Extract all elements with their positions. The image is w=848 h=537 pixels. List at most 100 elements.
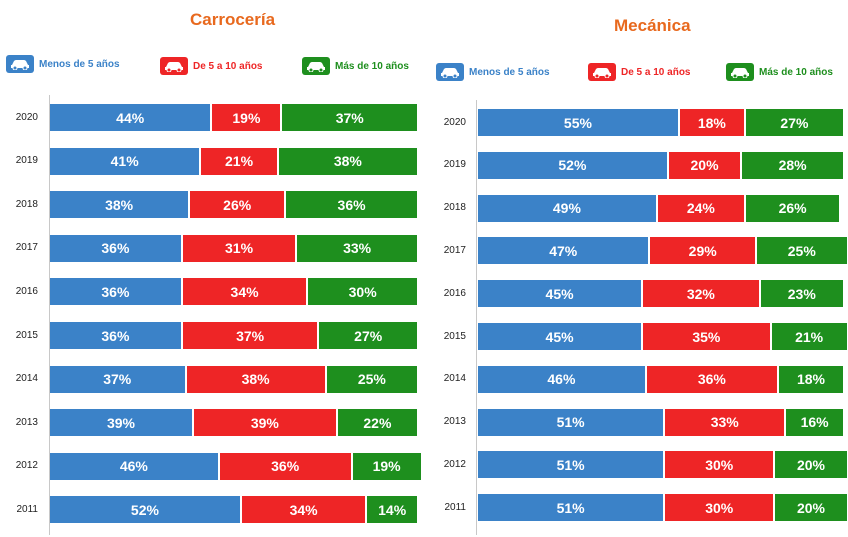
data-label: 30% (705, 499, 734, 516)
legend-label: De 5 a 10 años (193, 60, 263, 72)
bar-segment-menos: 39% (50, 409, 192, 437)
bar-segment-de5a10: 26% (190, 191, 285, 219)
tick-label-year: 2011 (444, 501, 466, 513)
bar-segment-de5a10: 36% (219, 452, 351, 480)
bar-segment-mas10: 27% (745, 109, 843, 136)
bar-segment-menos: 44% (50, 104, 211, 131)
bar-segment-mas10: 27% (319, 322, 417, 349)
data-label: 23% (787, 285, 816, 302)
car-icon (160, 57, 188, 75)
data-label: 16% (800, 414, 829, 431)
data-label: 20% (796, 456, 825, 473)
tick-label-year: 2018 (15, 198, 38, 210)
data-label: 55% (563, 114, 592, 131)
bar-segment-menos: 45% (478, 323, 642, 350)
tick-label-year: 2019 (15, 155, 38, 167)
bar-segment-mas10: 37% (282, 104, 417, 131)
data-label: 31% (225, 240, 254, 257)
legend-label: Menos de 5 años (469, 66, 550, 78)
data-label: 46% (547, 371, 576, 388)
bar-segment-de5a10: 39% (193, 409, 336, 437)
bar-segment-menos: 51% (478, 408, 664, 436)
data-label: 38% (105, 196, 134, 213)
bar-segment-de5a10: 19% (212, 104, 281, 131)
data-label: 30% (348, 283, 377, 300)
data-label: 20% (690, 157, 719, 174)
bar-segment-mas10: 33% (297, 234, 417, 262)
data-label: 34% (230, 283, 259, 300)
data-label: 44% (116, 109, 145, 126)
data-label: 36% (101, 240, 130, 257)
data-label: 36% (271, 458, 300, 475)
bar-segment-mas10: 25% (756, 237, 847, 265)
data-label: 52% (130, 501, 159, 518)
bar-segment-de5a10: 34% (182, 278, 307, 306)
bar-segment-menos: 51% (478, 451, 664, 479)
tick-label-year: 2020 (443, 116, 466, 128)
data-label: 18% (697, 114, 726, 131)
data-label: 45% (545, 285, 574, 302)
bar-segment-de5a10: 30% (665, 451, 774, 479)
bar-segment-de5a10: 35% (643, 323, 770, 350)
bar-segment-mas10: 21% (771, 323, 847, 350)
bar-segment-mas10: 28% (742, 151, 843, 179)
data-label: 47% (549, 242, 578, 259)
data-label: 34% (289, 501, 318, 518)
bar-segment-menos: 49% (478, 194, 656, 222)
data-label: 39% (106, 414, 135, 431)
legend-label: Menos de 5 años (39, 58, 120, 70)
data-label: 46% (119, 458, 148, 475)
data-label: 36% (101, 283, 130, 300)
tick-label-year: 2014 (443, 373, 466, 385)
bar-segment-menos: 36% (50, 278, 181, 306)
car-icon (6, 55, 34, 73)
data-label: 37% (236, 327, 265, 344)
bar-segment-de5a10: 24% (657, 194, 744, 222)
bar-segment-mas10: 36% (286, 191, 417, 219)
bar-segment-mas10: 38% (278, 147, 417, 175)
data-label: 33% (710, 414, 739, 431)
data-label: 33% (343, 240, 372, 257)
data-label: 51% (556, 414, 585, 431)
bar-segment-menos: 52% (478, 151, 667, 179)
tick-label-year: 2015 (15, 329, 38, 341)
data-label: 52% (558, 157, 587, 174)
data-label: 25% (357, 371, 386, 388)
y-axis-line (49, 95, 50, 535)
bar-segment-menos: 38% (50, 191, 189, 219)
bar-segment-menos: 36% (50, 322, 181, 349)
bar-segment-menos: 51% (478, 494, 664, 522)
data-label: 32% (686, 285, 715, 302)
bar-segment-mas10: 19% (352, 452, 421, 480)
data-label: 39% (250, 414, 279, 431)
bar-segment-de5a10: 29% (650, 237, 755, 265)
legend-item-menos: Menos de 5 años (6, 55, 120, 73)
chart-mecanica: Mecánica Menos de 5 años De 5 a 10 años … (430, 0, 848, 537)
tick-label-year: 2015 (443, 330, 466, 342)
data-label: 38% (241, 371, 270, 388)
data-label: 36% (697, 371, 726, 388)
tick-label-year: 2012 (443, 458, 466, 470)
data-label: 38% (333, 153, 362, 170)
data-label: 26% (778, 200, 807, 217)
data-label: 37% (335, 109, 364, 126)
data-label: 27% (780, 114, 809, 131)
data-label: 36% (101, 327, 130, 344)
chart-title: Carrocería (190, 10, 276, 29)
data-label: 41% (110, 153, 139, 170)
data-label: 36% (337, 196, 366, 213)
chart-title: Mecánica (614, 16, 691, 35)
data-label: 29% (688, 242, 717, 259)
bar-segment-mas10: 16% (786, 408, 843, 436)
data-label: 27% (354, 327, 383, 344)
bar-segment-mas10: 14% (367, 496, 417, 524)
bar-segment-menos: 52% (50, 496, 240, 524)
data-label: 14% (378, 501, 407, 518)
bar-segment-de5a10: 30% (665, 494, 774, 522)
data-label: 35% (692, 328, 721, 345)
y-axis-line (476, 100, 477, 535)
tick-label-year: 2018 (443, 202, 466, 214)
data-label: 49% (552, 200, 581, 217)
legend-label: Más de 10 años (335, 60, 409, 72)
bar-segment-de5a10: 32% (643, 280, 759, 308)
